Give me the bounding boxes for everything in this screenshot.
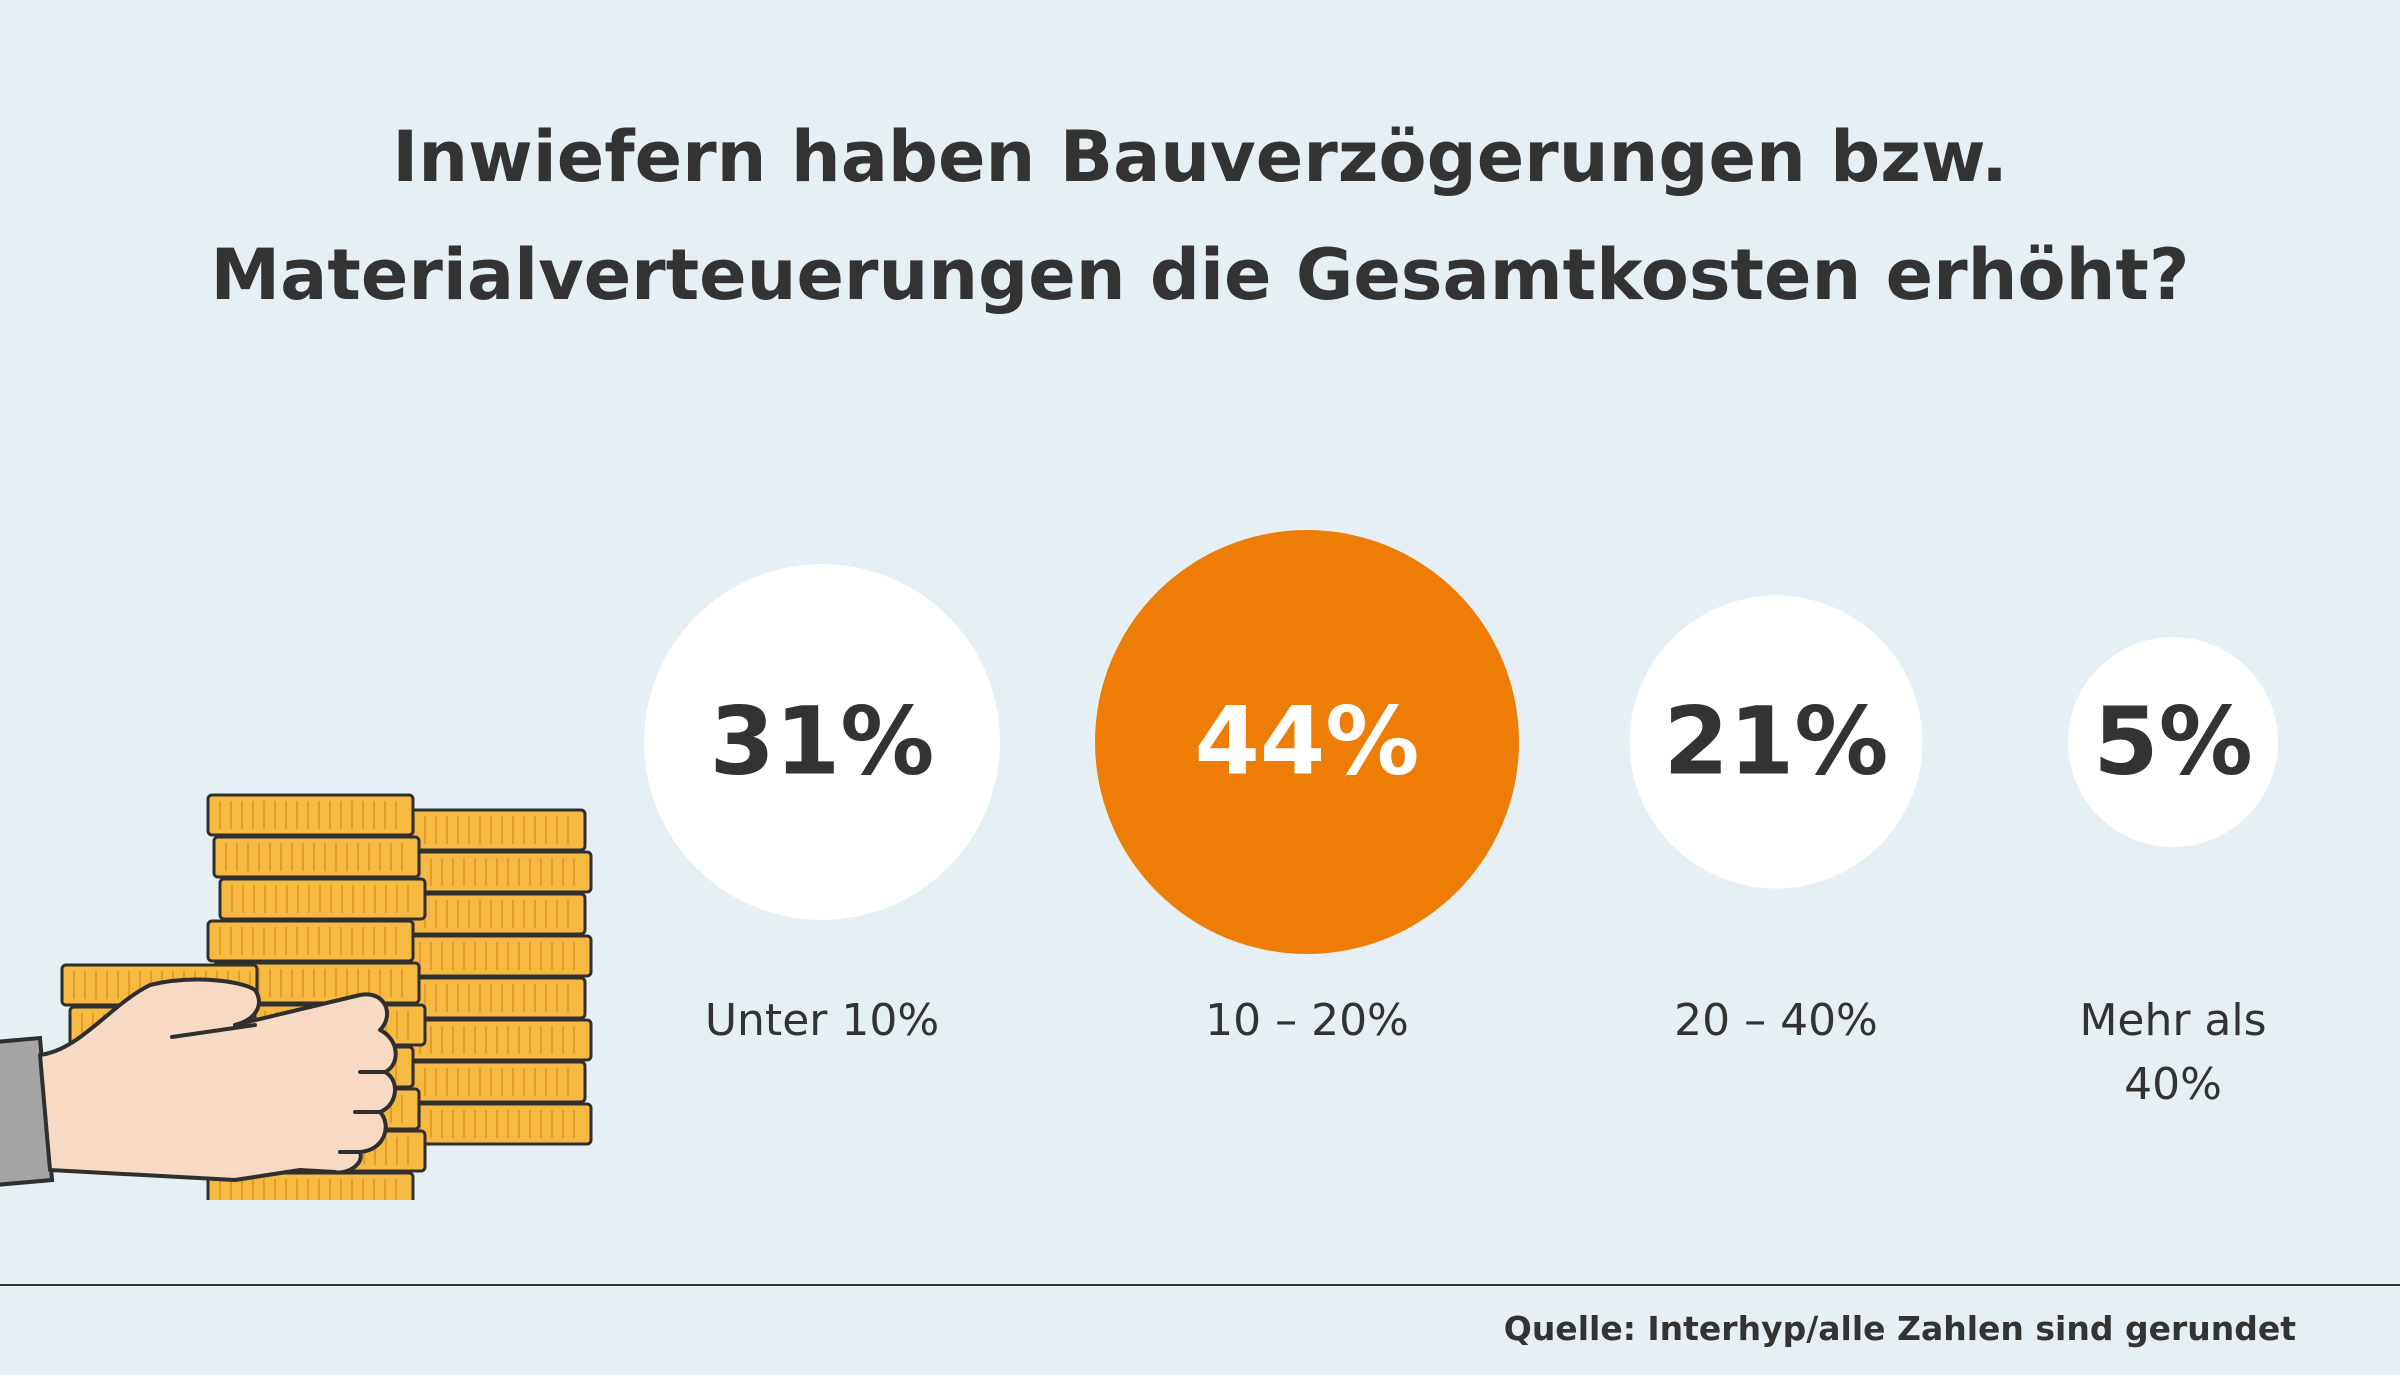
bubble-category-label-0: Unter 10%: [705, 995, 939, 1046]
coin: [206, 793, 415, 837]
coin: [384, 850, 593, 894]
sleeve: [0, 1035, 55, 1187]
bubble-0: [644, 564, 1000, 920]
chart-title: Inwiefern haben Bauverzögerungen bzw. Ma…: [0, 98, 2400, 334]
chart-title-line-1: Inwiefern haben Bauverzögerungen bzw.: [392, 116, 2008, 198]
bubble-category-label-3-line-1: 40%: [2124, 1059, 2222, 1110]
bubble-2: [1629, 595, 1923, 889]
coin: [218, 877, 427, 921]
coin: [212, 835, 421, 879]
bubble-value-0: 31%: [710, 688, 935, 797]
chart-title-line-2: Materialverteuerungen die Gesamtkosten e…: [210, 234, 2190, 316]
bubble-category-label-2: 20 – 40%: [1674, 995, 1878, 1046]
thumb-crease: [170, 1023, 257, 1039]
coin: [206, 1171, 415, 1200]
bubble-1: [1095, 530, 1519, 954]
footer-divider: [0, 1284, 2400, 1286]
coin: [378, 976, 587, 1020]
bubble-category-label-3-line-0: Mehr als: [2079, 995, 2266, 1046]
bubble-value-2: 21%: [1664, 688, 1889, 797]
bubble-value-3: 5%: [2093, 688, 2253, 797]
bubble-category-label-1: 10 – 20%: [1205, 995, 1409, 1046]
hand-with-coins-icon: [0, 793, 593, 1200]
coin: [206, 919, 415, 963]
hand: [38, 977, 398, 1182]
bubble-value-1: 44%: [1195, 688, 1420, 797]
coin: [384, 1018, 593, 1062]
source-note: Quelle: Interhyp/alle Zahlen sind gerund…: [1503, 1309, 2296, 1348]
coin: [378, 1060, 587, 1104]
bubble-3: [2068, 637, 2278, 847]
